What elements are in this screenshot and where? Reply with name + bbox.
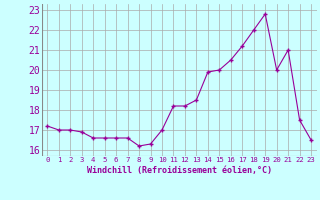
X-axis label: Windchill (Refroidissement éolien,°C): Windchill (Refroidissement éolien,°C): [87, 166, 272, 175]
